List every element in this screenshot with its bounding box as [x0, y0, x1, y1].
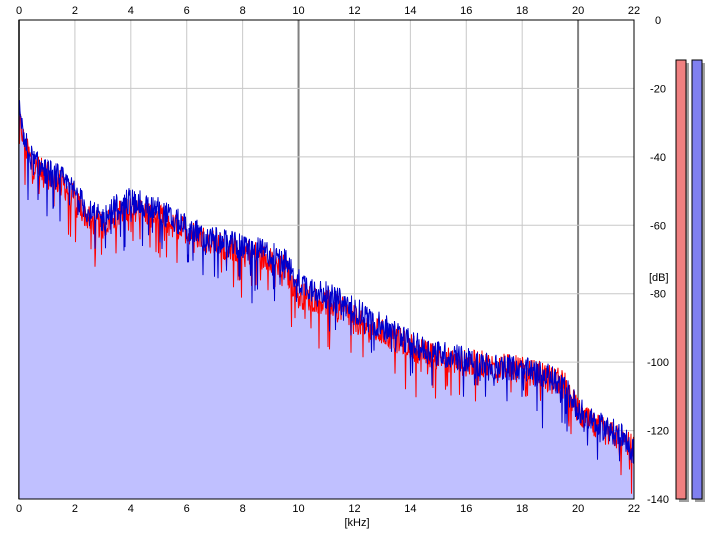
series-lines	[18, 100, 635, 494]
y-tick-label: -140	[647, 494, 669, 506]
x-tick-label: 10	[292, 503, 304, 515]
y-axis-label: [dB]	[649, 272, 669, 284]
x-tick-label-top: 16	[460, 5, 472, 17]
x-tick-label-top: 14	[404, 5, 416, 17]
plot-frame	[18, 19, 635, 500]
x-tick-label: 16	[460, 503, 472, 515]
x-tick-label: 6	[184, 503, 190, 515]
x-tick-label: 0	[16, 503, 22, 515]
x-tick-label-top: 20	[572, 5, 584, 17]
x-tick-label-top: 22	[628, 5, 640, 17]
y-tick-label: -80	[650, 289, 666, 301]
y-tick-label: -60	[650, 220, 666, 232]
x-tick-label-top: 8	[240, 5, 246, 17]
y-tick-label: 0	[655, 15, 661, 27]
y-axis-label-box: [dB]	[646, 270, 672, 284]
x-tick-label-top: 4	[128, 5, 134, 17]
x-tick-label: 4	[128, 503, 134, 515]
x-axis-label: [kHz]	[344, 517, 369, 529]
x-tick-label: 20	[572, 503, 584, 515]
level-meter-right	[691, 59, 703, 500]
x-tick-label: 8	[240, 503, 246, 515]
x-tick-label: 2	[72, 503, 78, 515]
x-tick-label-top: 6	[184, 5, 190, 17]
x-tick-label-top: 12	[348, 5, 360, 17]
plot-border	[18, 19, 635, 500]
x-tick-label-top: 2	[72, 5, 78, 17]
x-tick-label-top: 0	[16, 5, 22, 17]
x-tick-labels-top: 0 2 4 6 8 10 12 14 16 18 20 22	[16, 5, 640, 17]
level-meter-left	[675, 59, 687, 500]
y-tick-label: -100	[647, 357, 669, 369]
x-tick-label: 12	[348, 503, 360, 515]
x-tick-label: 14	[404, 503, 416, 515]
y-tick-label: -20	[650, 83, 666, 95]
x-tick-labels-bottom: 0 2 4 6 8 10 12 14 16 18 20 22	[16, 503, 640, 515]
y-tick-label: -120	[647, 426, 669, 438]
series-right-channel-line	[18, 100, 635, 464]
x-tick-label-top: 18	[516, 5, 528, 17]
x-tick-label: 22	[628, 503, 640, 515]
y-tick-label: -40	[650, 152, 666, 164]
y-tick-labels: 0 -20 -40 -60 -80 -100 -120 -140	[647, 15, 669, 506]
level-meters	[675, 59, 705, 502]
x-tick-label: 18	[516, 503, 528, 515]
x-tick-label-top: 10	[292, 5, 304, 17]
